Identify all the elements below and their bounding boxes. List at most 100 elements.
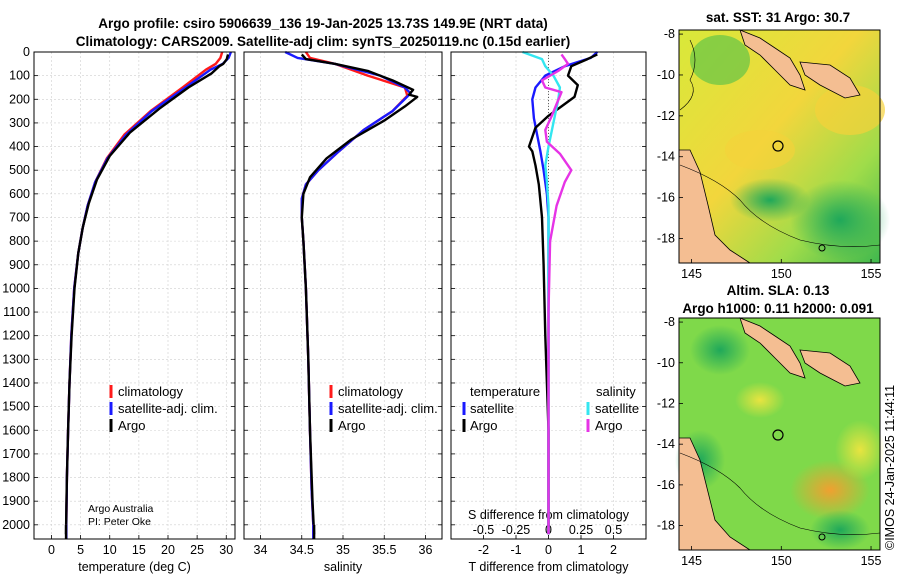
y-tick-label: 900	[9, 258, 30, 272]
legend-label-sal-argo: Argo	[595, 418, 622, 433]
map-lat-label: -18	[657, 231, 675, 245]
legend-label-satellite-adj: satellite-adj. clim.	[338, 401, 438, 416]
y-tick-label: 1800	[2, 471, 30, 485]
map-lon-label: 150	[771, 267, 792, 281]
map-lon-label: 145	[681, 554, 702, 568]
y-tick-label: 200	[9, 92, 30, 106]
y-tick-label: 1300	[2, 352, 30, 366]
series-temperature-argo	[64, 54, 230, 535]
y-tick-label: 1600	[2, 423, 30, 437]
temperature-legend: climatology satellite-adj. clim. Argo Ar…	[88, 384, 218, 528]
map-lat-label: -10	[657, 356, 675, 370]
sla-map: Altim. SLA: 0.13 Argo h1000: 0.11 h2000:…	[657, 283, 885, 568]
x-tick-label: 36	[419, 543, 433, 557]
sla-map-field	[675, 317, 885, 551]
y-tick-label: 300	[9, 116, 30, 130]
y-tick-label: 600	[9, 187, 30, 201]
legend-label-temp-argo: Argo	[470, 418, 497, 433]
map-lon-label: 155	[861, 267, 882, 281]
sla-map-title-line2: Argo h1000: 0.11 h2000: 0.091	[682, 301, 874, 316]
legend-label-temp-satellite: satellite	[470, 401, 514, 416]
x-tick-label: 20	[161, 543, 175, 557]
difference-panel: -2 -1 0 1 2-0.5 -0.25 0 0.25 0.5S difference fro…	[450, 50, 647, 574]
imos-credit: ©IMOS 24-Jan-2025 11:44:11	[883, 385, 897, 550]
sst-map-field	[679, 29, 890, 264]
x-tick-label: 10	[103, 543, 117, 557]
x-tick-label: 35	[336, 543, 350, 557]
y-tick-label: 800	[9, 234, 30, 248]
y-tick-label: 1400	[2, 376, 30, 390]
salinity-legend: climatology satellite-adj. clim. Argo	[329, 384, 438, 433]
y-tick-label: 1000	[2, 281, 30, 295]
salinity-panel: 34 34.5 35 35.5 36 salinity	[243, 50, 443, 574]
y-tick-label: 400	[9, 140, 30, 154]
map-lat-label: -8	[664, 315, 675, 329]
x-tick-label: 30	[219, 543, 233, 557]
x-tick-label: 0	[48, 543, 55, 557]
x-axis-label: salinity	[324, 560, 363, 574]
map-lat-label: -10	[657, 68, 675, 82]
y-tick-label: 500	[9, 163, 30, 177]
map-lon-label: 155	[861, 554, 882, 568]
s-diff-tick-label: -0.5	[473, 523, 495, 537]
map-lat-label: -14	[657, 437, 675, 451]
s-diff-tick-label: 0.5	[605, 523, 622, 537]
s-diff-tick-label: -0.25	[502, 523, 531, 537]
figure-title-line2: Climatology: CARS2009. Satellite-adj cli…	[76, 34, 570, 49]
series-difference-salinity-argo	[540, 53, 573, 535]
x-tick-label: 25	[190, 543, 204, 557]
series-difference-temperature-argo	[527, 53, 598, 535]
map-lon-label: 150	[771, 554, 792, 568]
figure-title-line1: Argo profile: csiro 5906639_136 19-Jan-2…	[98, 16, 547, 31]
panel-frame	[33, 51, 236, 540]
y-tick-label: 1900	[2, 494, 30, 508]
sst-map: sat. SST: 31 Argo: 30.7 -8 -10 -12 -14 -16 -1…	[657, 10, 890, 281]
map-lat-label: -16	[657, 478, 675, 492]
attribution-line2: PI: Peter Oke	[88, 516, 151, 528]
legend-label-argo: Argo	[118, 418, 145, 433]
map-lat-label: -14	[657, 150, 675, 164]
legend-label-sal-satellite: satellite	[595, 401, 639, 416]
map-lat-label: -12	[657, 109, 675, 123]
x-tick-label: -2	[478, 543, 489, 557]
x-axis-label: T difference from climatology	[468, 560, 629, 574]
legend-label-climatology: climatology	[118, 384, 184, 399]
x-tick-label: 34	[254, 543, 268, 557]
legend-header-salinity: salinity	[596, 384, 636, 399]
x-axis-label: temperature (deg C)	[78, 560, 191, 574]
legend-label-argo: Argo	[338, 418, 365, 433]
legend-label-satellite-adj: satellite-adj. clim.	[118, 401, 218, 416]
legend-header-temperature: temperature	[470, 384, 540, 399]
y-tick-label: 1100	[3, 305, 30, 319]
x-tick-label: 2	[610, 543, 617, 557]
sla-map-title-line1: Altim. SLA: 0.13	[727, 283, 830, 298]
attribution-line1: Argo Australia	[88, 503, 154, 515]
panel-frame	[243, 51, 443, 540]
series-salinity-argo	[300, 53, 419, 535]
map-lat-label: -12	[657, 396, 675, 410]
temperature-panel: 0100200300400500600700800900100011001200…	[2, 45, 236, 574]
x-tick-label: 15	[132, 543, 146, 557]
difference-legend: temperature salinity satellite Argo sate…	[462, 384, 639, 433]
x-tick-label: 34.5	[290, 543, 314, 557]
s-diff-tick-label: 0.25	[569, 523, 593, 537]
y-tick-label: 700	[9, 210, 30, 224]
x-tick-label: 35.5	[372, 543, 396, 557]
legend-label-climatology: climatology	[338, 384, 404, 399]
x-tick-label: 5	[77, 543, 84, 557]
series-difference-temperature-satellite	[531, 51, 599, 535]
panel-frame	[450, 51, 647, 540]
x-tick-label: -1	[510, 543, 521, 557]
x-tick-label: 0	[545, 543, 552, 557]
y-tick-label: 0	[23, 45, 30, 59]
y-tick-label: 1700	[2, 447, 30, 461]
series-difference-salinity-satellite	[522, 50, 562, 535]
y-tick-label: 100	[9, 69, 30, 83]
x-tick-label: 1	[578, 543, 585, 557]
y-tick-label: 1500	[2, 400, 30, 414]
map-lon-label: 145	[681, 267, 702, 281]
map-lat-label: -8	[664, 27, 675, 41]
y-tick-label: 2000	[2, 518, 30, 532]
sst-map-title: sat. SST: 31 Argo: 30.7	[706, 10, 850, 25]
